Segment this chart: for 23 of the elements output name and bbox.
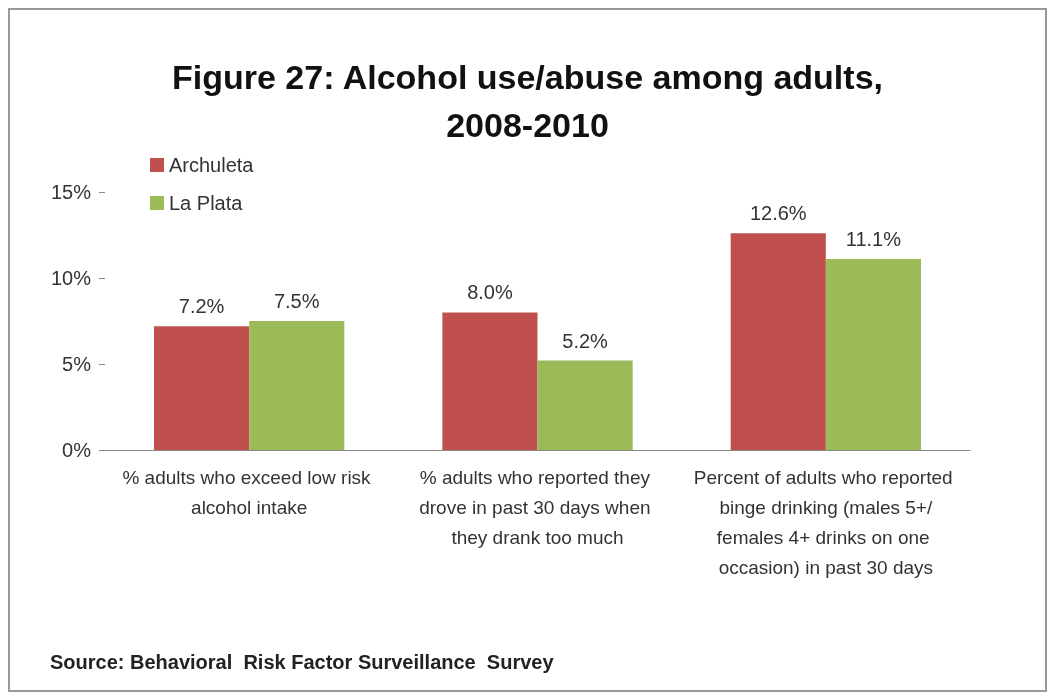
bar [825, 259, 921, 450]
legend-label: Archuleta [169, 154, 255, 176]
bar [537, 360, 633, 450]
legend-label: La Plata [169, 192, 244, 214]
y-tick-label: 5% [62, 353, 92, 375]
bar [154, 326, 250, 450]
data-label: 11.1% [845, 228, 902, 251]
x-tick-label: % adults who exceed low risk alcohol intake [122, 466, 376, 518]
bar [730, 233, 826, 450]
y-tick-label: 15% [50, 181, 92, 203]
data-label: 12.6% [749, 202, 807, 225]
y-tick-label: 10% [50, 267, 92, 289]
data-label: 7.2% [178, 295, 225, 318]
bar [442, 312, 538, 450]
data-label: 5.2% [562, 329, 609, 352]
source-note: Source: Behavioral Risk Factor Surveillance Survey [50, 651, 555, 673]
x-tick-label: % adults who reported they drove in past 30 days when they drank too much [419, 466, 656, 548]
y-tick-label: 0% [62, 439, 92, 461]
chart-title: Figure 27: Alcohol use/abuse among adults, 2008-2010 [172, 58, 883, 144]
data-label: 8.0% [467, 281, 513, 304]
bar [249, 321, 345, 450]
data-label: 7.5% [273, 290, 320, 312]
x-tick-label: Percent of adults who reported binge drinking (males 5+/females 4+ drinks on one occasion) in past 30 days [693, 466, 958, 578]
